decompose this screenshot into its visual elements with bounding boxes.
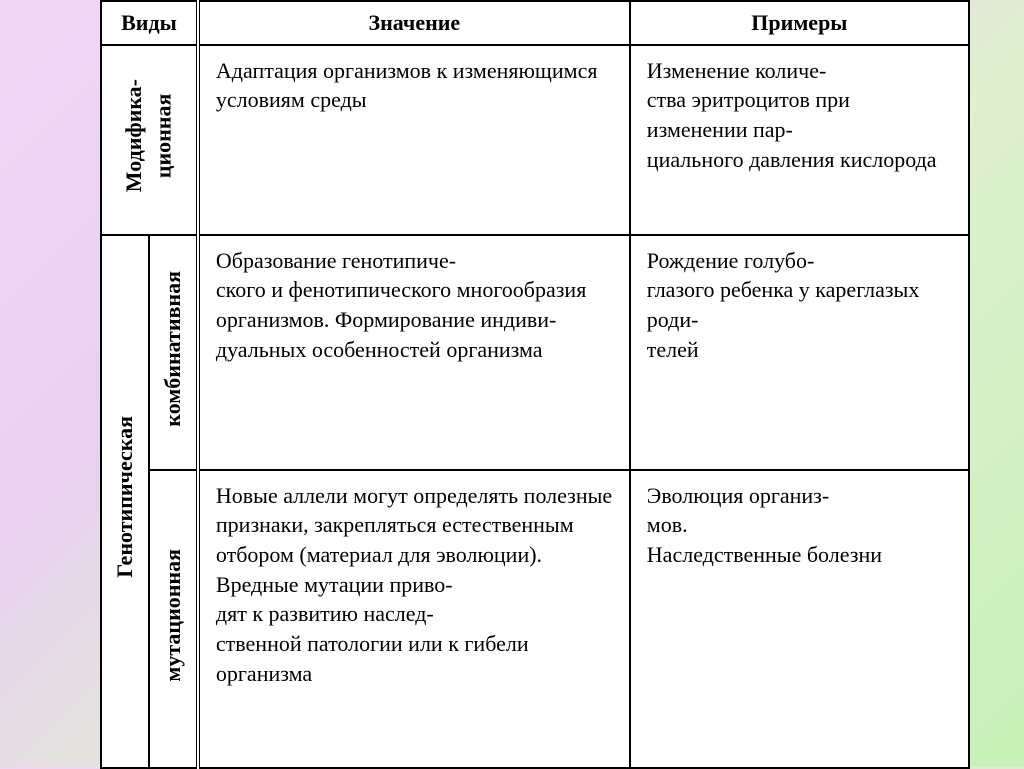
label-combinative-text: комбинативная — [154, 261, 192, 437]
label-combinative: комбинативная — [149, 235, 197, 470]
label-modificational: Модифика-ционная — [101, 45, 198, 235]
examples-modificational: Изменение количе-ства эритроцитов при из… — [630, 45, 969, 235]
examples-mutational: Эволюция организ-мов.Наследственные боле… — [630, 470, 969, 768]
table: Виды Значение Примеры Модифика-ционная А… — [100, 0, 970, 769]
header-examples: Примеры — [630, 1, 969, 45]
label-genotypic: Генотипическая — [101, 235, 149, 768]
header-meaning: Значение — [198, 1, 630, 45]
row-mutational: мутационная Новые аллели могут определят… — [101, 470, 969, 768]
row-modificational: Модифика-ционная Адаптация организмов к … — [101, 45, 969, 235]
header-row: Виды Значение Примеры — [101, 1, 969, 45]
row-combinative: Генотипическая комбинативная Образование… — [101, 235, 969, 470]
header-types: Виды — [101, 1, 198, 45]
variability-table: Виды Значение Примеры Модифика-ционная А… — [100, 0, 970, 769]
meaning-modificational: Адаптация организмов к изменяющимся усло… — [198, 45, 630, 235]
examples-combinative: Рождение голубо-глазого ребенка у карегл… — [630, 235, 969, 470]
label-mutational-text: мутационная — [154, 539, 192, 692]
meaning-mutational: Новые аллели могут определять полезные п… — [198, 470, 630, 768]
meaning-combinative: Образование генотипиче-ского и фенотипич… — [198, 235, 630, 470]
label-modificational-text: Модифика-ционная — [115, 69, 182, 202]
label-genotypic-text: Генотипическая — [106, 406, 144, 588]
label-mutational: мутационная — [149, 470, 197, 768]
